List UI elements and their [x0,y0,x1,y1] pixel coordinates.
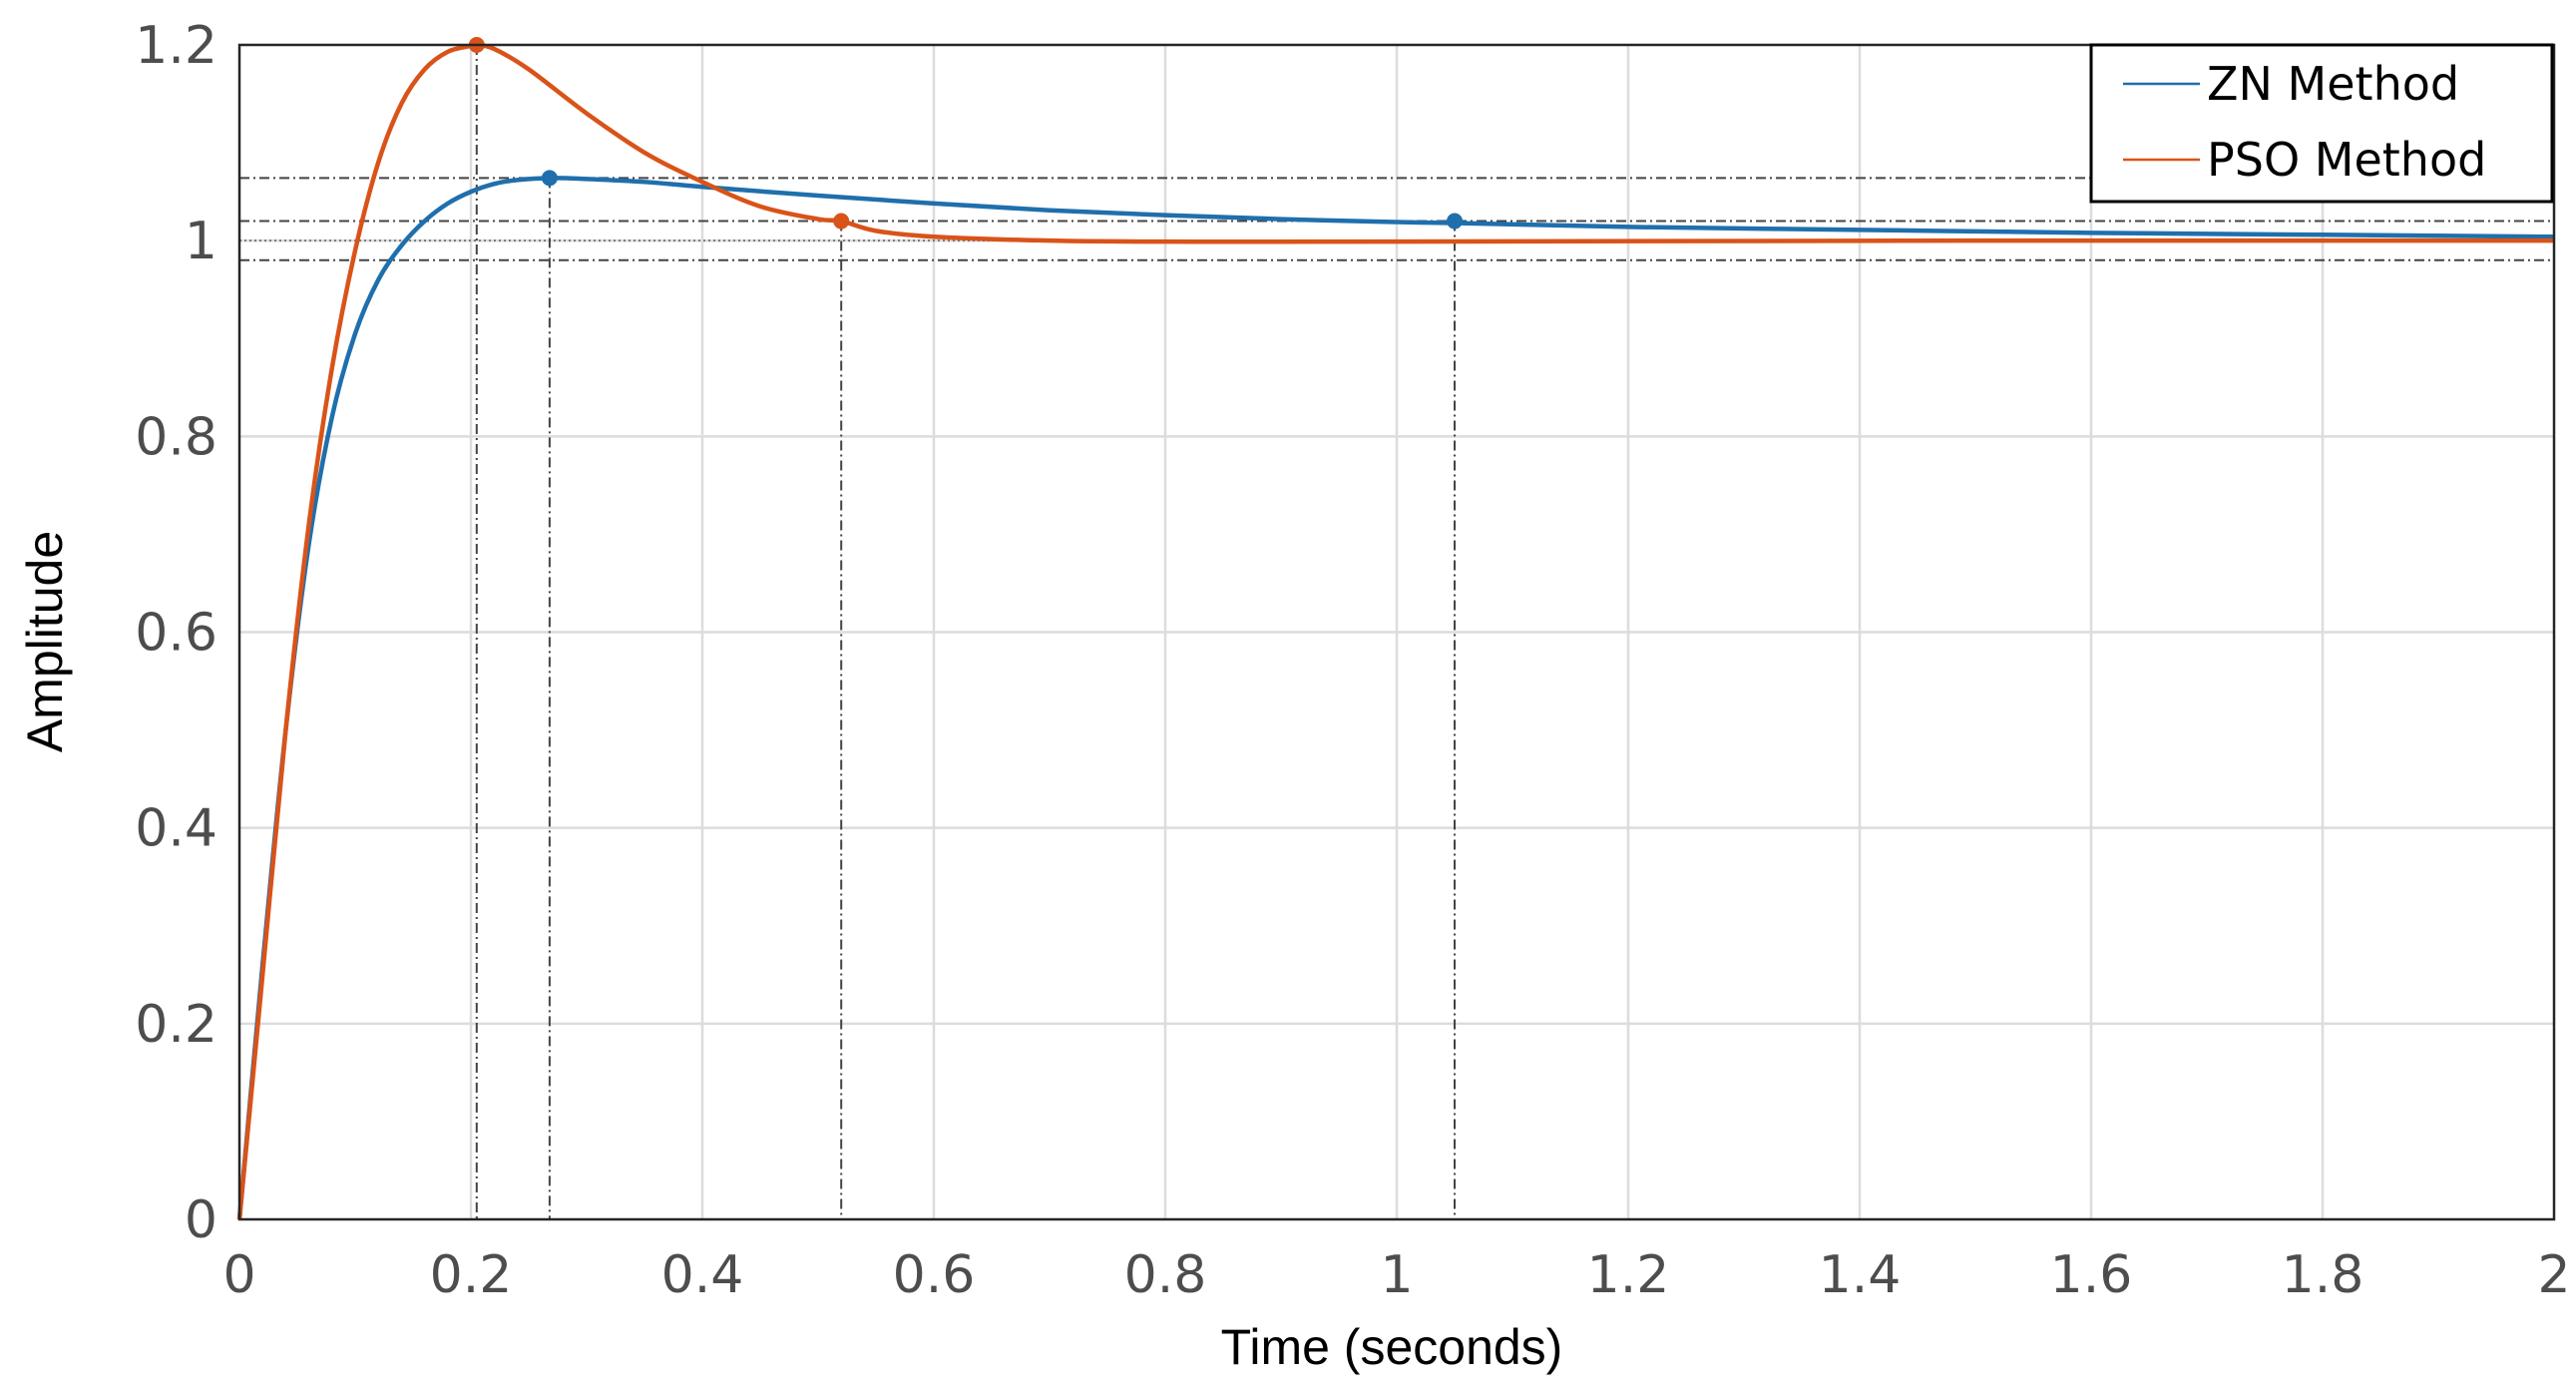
marker-zn-settling [1447,213,1463,230]
x-axis-label: Time (seconds) [1221,1319,1563,1375]
x-tick-label: 1.6 [2050,1245,2133,1305]
y-tick-label: 0 [185,1190,217,1250]
y-axis-label: Amplitude [17,531,73,752]
legend-label-pso: PSO Method [2207,133,2486,187]
marker-pso-settling [833,213,850,230]
plot-frame [237,43,2556,1221]
x-tick-label: 1.8 [2282,1245,2364,1305]
x-tick-label: 1.4 [1819,1245,1902,1305]
y-tick-label: 1.2 [135,16,217,76]
x-tick-label: 0.2 [430,1245,513,1305]
legend-label-zn: ZN Method [2207,57,2459,111]
x-tick-labels: 0 0.2 0.4 0.6 0.8 1 1.2 1.4 1.6 1.8 2 [222,1245,2570,1305]
x-tick-label: 0.6 [893,1245,976,1305]
y-tick-label: 1 [185,212,217,271]
legend: ZN Method PSO Method [2089,43,2554,204]
y-tick-label: 0.4 [135,799,217,859]
x-tick-label: 2 [2537,1245,2570,1305]
series-lines [236,42,2555,1220]
marker-zn-peak [541,170,558,187]
y-tick-label: 0.8 [135,407,217,467]
legend-box [2089,43,2554,204]
series-line-pso [236,42,2555,1220]
series-line-zn [236,176,2555,1220]
x-tick-label: 0.4 [661,1245,744,1305]
x-tick-label: 1.2 [1587,1245,1670,1305]
x-tick-label: 0 [222,1245,255,1305]
x-tick-label: 1 [1380,1245,1413,1305]
y-tick-label: 0.2 [135,995,217,1055]
x-tick-label: 0.8 [1124,1245,1207,1305]
y-tick-labels: 0 0.2 0.4 0.6 0.8 1 1.2 [135,16,217,1250]
y-tick-label: 0.6 [135,604,217,664]
